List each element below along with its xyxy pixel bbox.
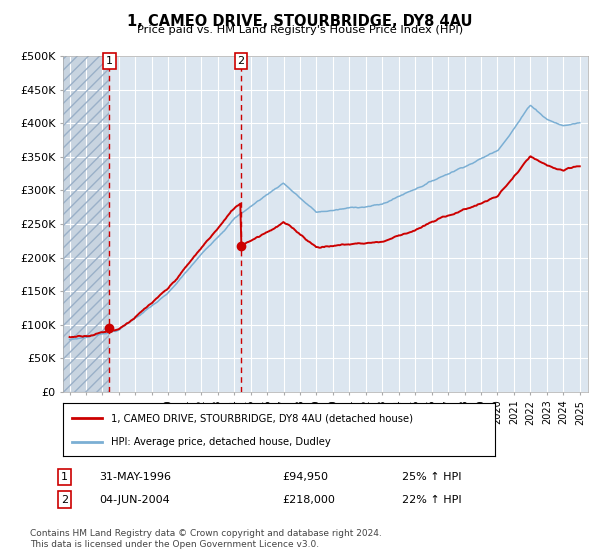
- Text: £94,950: £94,950: [282, 472, 328, 482]
- Text: 22% ↑ HPI: 22% ↑ HPI: [402, 494, 461, 505]
- Text: £218,000: £218,000: [282, 494, 335, 505]
- Text: 1: 1: [61, 472, 68, 482]
- Text: 2: 2: [238, 56, 245, 66]
- Text: 1, CAMEO DRIVE, STOURBRIDGE, DY8 4AU (detached house): 1, CAMEO DRIVE, STOURBRIDGE, DY8 4AU (de…: [110, 413, 413, 423]
- Text: 04-JUN-2004: 04-JUN-2004: [99, 494, 170, 505]
- Text: 1, CAMEO DRIVE, STOURBRIDGE, DY8 4AU: 1, CAMEO DRIVE, STOURBRIDGE, DY8 4AU: [127, 14, 473, 29]
- Text: 25% ↑ HPI: 25% ↑ HPI: [402, 472, 461, 482]
- Text: 2: 2: [61, 494, 68, 505]
- Text: Contains HM Land Registry data © Crown copyright and database right 2024.
This d: Contains HM Land Registry data © Crown c…: [30, 529, 382, 549]
- Text: Price paid vs. HM Land Registry's House Price Index (HPI): Price paid vs. HM Land Registry's House …: [137, 25, 463, 35]
- Text: 1: 1: [106, 56, 113, 66]
- Text: HPI: Average price, detached house, Dudley: HPI: Average price, detached house, Dudl…: [110, 436, 330, 446]
- Text: 31-MAY-1996: 31-MAY-1996: [99, 472, 171, 482]
